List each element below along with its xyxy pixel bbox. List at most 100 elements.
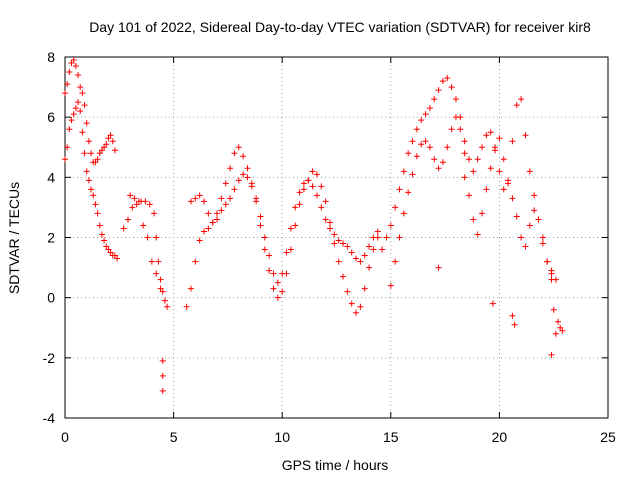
data-point (392, 204, 399, 211)
data-point (313, 192, 320, 199)
data-point (109, 138, 116, 145)
data-point (357, 258, 364, 265)
data-point (483, 132, 490, 139)
data-point (124, 216, 131, 223)
data-point (400, 168, 407, 175)
data-point (107, 132, 114, 139)
data-point (344, 288, 351, 295)
data-point (253, 195, 260, 202)
data-point (292, 204, 299, 211)
data-point (353, 309, 360, 316)
data-point (142, 198, 149, 205)
data-point (431, 156, 438, 163)
data-point (448, 84, 455, 91)
data-point (192, 195, 199, 202)
data-point (340, 240, 347, 247)
y-tick-label: 2 (47, 230, 55, 246)
x-tick-label: 25 (600, 429, 616, 445)
data-point (205, 210, 212, 217)
data-point (487, 165, 494, 172)
data-point (496, 168, 503, 175)
data-point (266, 267, 273, 274)
data-point (240, 171, 247, 178)
data-point (335, 258, 342, 265)
data-point (300, 186, 307, 193)
data-point (66, 69, 73, 76)
data-point (159, 387, 166, 394)
series-track-f (187, 171, 381, 286)
data-point (261, 246, 268, 253)
data-point (353, 255, 360, 262)
series-outliers-4.5h (159, 357, 166, 394)
data-point (92, 159, 99, 166)
data-point (313, 171, 320, 178)
series-track-h (387, 114, 468, 289)
data-point (505, 180, 512, 187)
data-point (244, 174, 251, 181)
data-point (94, 156, 101, 163)
data-point (539, 240, 546, 247)
data-point (413, 153, 420, 160)
x-tick-label: 5 (170, 429, 178, 445)
y-axis-label: SDTVAR / TECUs (6, 182, 22, 294)
data-point (305, 177, 312, 184)
data-point (81, 102, 88, 109)
data-point (270, 270, 277, 277)
data-point (153, 234, 160, 241)
series-track-a (62, 57, 118, 166)
data-point (461, 138, 468, 145)
data-point (405, 189, 412, 196)
data-points (62, 57, 566, 394)
data-point (548, 351, 555, 358)
data-point (548, 270, 555, 277)
data-point (64, 81, 71, 88)
data-point (331, 231, 338, 238)
data-point (448, 126, 455, 133)
data-point (535, 216, 542, 223)
data-point (559, 327, 566, 334)
data-point (105, 246, 112, 253)
data-point (379, 246, 386, 253)
data-point (465, 156, 472, 163)
data-point (155, 258, 162, 265)
data-point (413, 126, 420, 133)
data-point (426, 144, 433, 151)
data-point (444, 75, 451, 82)
data-point (309, 183, 316, 190)
data-point (103, 243, 110, 250)
data-point (274, 294, 281, 301)
data-point (148, 258, 155, 265)
data-point (322, 198, 329, 205)
data-point (340, 273, 347, 280)
data-point (222, 180, 229, 187)
data-point (101, 144, 108, 151)
data-point (88, 150, 95, 157)
data-point (322, 216, 329, 223)
data-point (422, 111, 429, 118)
series-track-d (127, 192, 164, 292)
data-point (409, 138, 416, 145)
data-point (244, 165, 251, 172)
data-point (431, 96, 438, 103)
data-point (144, 234, 151, 241)
data-point (496, 135, 503, 142)
x-tick-label: 10 (274, 429, 290, 445)
data-point (201, 228, 208, 235)
data-point (227, 195, 234, 202)
data-point (435, 87, 442, 94)
data-point (159, 288, 166, 295)
data-point (235, 177, 242, 184)
data-point (75, 99, 82, 106)
data-point (361, 285, 368, 292)
data-point (452, 114, 459, 121)
data-point (435, 264, 442, 271)
data-point (461, 174, 468, 181)
series-track-i (461, 135, 555, 283)
data-point (318, 183, 325, 190)
data-point (72, 63, 79, 70)
data-point (231, 186, 238, 193)
data-point (196, 192, 203, 199)
data-point (131, 195, 138, 202)
data-point (235, 144, 242, 151)
